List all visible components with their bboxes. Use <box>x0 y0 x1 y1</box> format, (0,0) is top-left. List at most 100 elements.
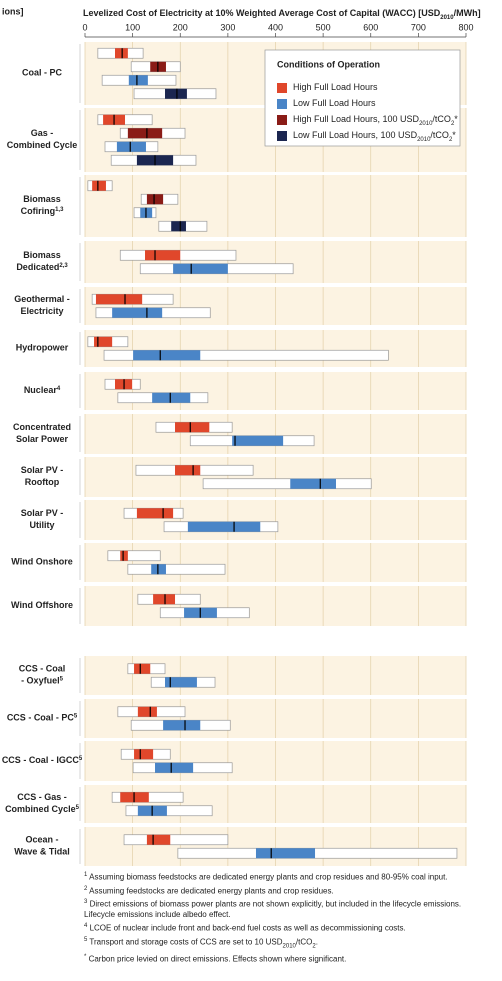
footnote-text: LCOE of nuclear include front and back-e… <box>89 923 406 933</box>
text: CCS - Coal - PC <box>7 713 75 723</box>
range-inner <box>255 848 316 859</box>
range-inner <box>175 465 201 476</box>
footnote-text: Carbon price levied on direct emissions.… <box>88 954 347 964</box>
range-inner <box>112 307 163 318</box>
text: Combined Cycle <box>5 804 76 814</box>
range-inner <box>165 88 187 99</box>
category-label: - Oxyfuel5 <box>21 676 64 686</box>
range-inner <box>137 706 157 717</box>
text: Dedicated <box>16 262 59 272</box>
text: Electricity <box>20 306 63 316</box>
category-label: Wind Offshore <box>11 600 73 610</box>
category-label: Utility <box>29 520 54 530</box>
category-label: Wind Onshore <box>11 557 72 567</box>
x-tick-label: 600 <box>363 22 378 32</box>
category-label: Hydropower <box>16 343 69 353</box>
subscript: 2 <box>449 137 453 143</box>
range-outer <box>107 550 161 562</box>
category-label: Nuclear4 <box>24 385 61 395</box>
category-label: Biomass <box>23 194 61 204</box>
text: Biomass <box>23 194 61 204</box>
subscript: 2010 <box>419 121 433 127</box>
subscript: 2010 <box>282 942 296 949</box>
text: CCS - Coal <box>19 664 66 674</box>
footnote-text: . <box>315 937 318 947</box>
footnote: 1 Assuming biomass feedstocks are dedica… <box>84 870 494 883</box>
range-outer <box>127 563 226 575</box>
footnote-mark: 4 <box>84 922 88 929</box>
text: Gas - <box>31 128 54 138</box>
range-inner <box>163 720 201 731</box>
range-inner <box>153 594 176 605</box>
footnote-text: Assuming feedstocks are dedicated energy… <box>89 886 334 896</box>
category-label: Solar Power <box>16 434 69 444</box>
category-label: Combined Cycle <box>7 140 78 150</box>
range-inner <box>151 564 166 575</box>
chart: ions] Levelized Cost of Electricity at 10… <box>2 6 481 866</box>
category-label: CCS - Coal - PC5 <box>7 713 78 723</box>
text: CCS - Coal - IGCC <box>2 755 80 765</box>
footnote: 4 LCOE of nuclear include front and back… <box>84 921 494 934</box>
range-inner <box>145 250 181 261</box>
category-label: Biomass <box>23 250 61 260</box>
text: Wave & Tidal <box>14 847 70 857</box>
range-outer <box>125 805 213 817</box>
category-label: Electricity <box>20 306 63 316</box>
category-label: Concentrated <box>13 422 71 432</box>
range-inner <box>146 834 171 845</box>
text: Ocean - <box>25 835 58 845</box>
x-tick-label: 200 <box>173 22 188 32</box>
range-inner <box>146 194 164 205</box>
category-label: Rooftop <box>25 477 60 487</box>
footnote-mark: 5 <box>76 805 80 811</box>
text: Solar Power <box>16 434 69 444</box>
range-inner <box>128 75 148 86</box>
category-label: Dedicated2,3 <box>16 262 68 272</box>
text: Solar PV - <box>21 508 64 518</box>
category-label: Combined Cycle5 <box>5 804 80 814</box>
x-tick-label: 400 <box>268 22 283 32</box>
legend-swatch <box>277 83 287 93</box>
range-inner <box>187 521 261 532</box>
category-label: Ocean - <box>25 835 58 845</box>
text: High Full Load Hours, 100 USD <box>293 114 420 124</box>
text: Nuclear <box>24 385 58 395</box>
text: /MWh] <box>454 8 481 18</box>
text: /tCO <box>430 130 449 140</box>
category-label: CCS - Coal - IGCC5 <box>2 755 83 765</box>
category-label: CCS - Gas - <box>17 792 67 802</box>
text: Geothermal - <box>14 294 70 304</box>
range-outer <box>177 847 458 859</box>
footnote-mark: 3 <box>84 899 88 906</box>
footnote: * Carbon price levied on direct emission… <box>84 952 494 965</box>
range-inner <box>134 663 151 674</box>
text: Levelized Cost of Electricity at 10% Wei… <box>83 8 441 18</box>
range-inner <box>173 263 228 274</box>
axis-label-fragment: ions] <box>2 6 24 16</box>
legend-label: Low Full Load Hours, 100 USD2010/tCO2* <box>293 130 456 142</box>
footnote: 2 Assuming feedstocks are dedicated ener… <box>84 884 494 897</box>
legend-label: Low Full Load Hours <box>293 98 376 108</box>
footnote-mark: 1,3 <box>55 207 64 213</box>
range-inner <box>152 392 191 403</box>
footnote-mark: 5 <box>84 936 88 943</box>
category-label: Solar PV - <box>21 508 64 518</box>
x-tick-label: 700 <box>411 22 426 32</box>
range-inner <box>155 762 194 773</box>
x-tick-label: 800 <box>458 22 473 32</box>
footnote-mark: 2 <box>84 885 88 892</box>
footnote: 5 Transport and storage costs of CCS are… <box>84 935 494 951</box>
range-inner <box>290 478 336 489</box>
text: - Oxyfuel <box>21 676 60 686</box>
text: High Full Load Hours <box>293 82 378 92</box>
text: Wind Offshore <box>11 600 73 610</box>
text: Cofiring <box>21 206 56 216</box>
range-inner <box>120 550 128 561</box>
text: Concentrated <box>13 422 71 432</box>
legend-title: Conditions of Operation <box>277 59 380 69</box>
text: /tCO <box>432 114 451 124</box>
legend-label: High Full Load Hours, 100 USD2010/tCO2* <box>293 114 458 126</box>
text: Solar PV - <box>21 465 64 475</box>
category-label: Wave & Tidal <box>14 847 70 857</box>
